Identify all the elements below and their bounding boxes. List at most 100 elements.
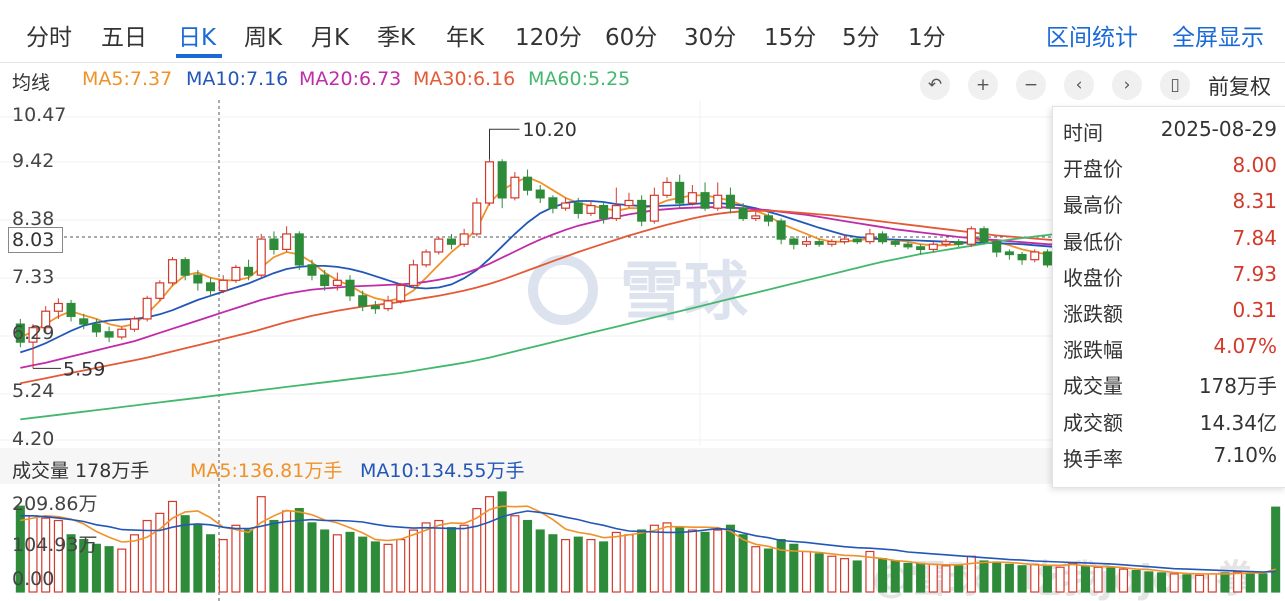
candle-info-panel: 时间 2025-08-29 开盘价 8.00 最高价 8.31 最低价 7.84 收盘价 7.93…	[1052, 106, 1285, 488]
volume-bar	[611, 531, 621, 593]
volume-bar	[180, 515, 190, 593]
info-row: 最低价 7.84	[1063, 226, 1277, 256]
tab-1[interactable]: 五日	[101, 25, 147, 51]
fullscreen-link[interactable]: 全屏显示	[1172, 25, 1264, 51]
volume-bar	[1030, 563, 1040, 593]
info-row: 时间 2025-08-29	[1063, 117, 1277, 147]
tab-7[interactable]: 120分	[515, 25, 582, 51]
candle-body	[1030, 251, 1040, 261]
tab-11[interactable]: 5分	[842, 25, 880, 51]
candle-body	[941, 241, 951, 245]
info-key: 最低价	[1063, 229, 1123, 254]
volume-bar	[1169, 573, 1179, 593]
volume-bar	[155, 512, 165, 593]
ma10-label: MA10:7.16	[186, 68, 289, 90]
volume-bar	[1055, 566, 1065, 593]
candle-body	[992, 241, 1002, 253]
volume-bar	[1080, 565, 1090, 593]
volume-bar	[586, 538, 596, 593]
adjust-mode-select[interactable]: 前复权	[1208, 75, 1271, 99]
volume-bar	[1106, 567, 1116, 593]
range-stats-link[interactable]: 区间统计	[1046, 25, 1138, 51]
candle-type-icon[interactable]: ▯	[1160, 70, 1190, 100]
ma60-label: MA60:5.25	[528, 68, 631, 90]
volume-bar	[358, 536, 368, 593]
candle-body	[535, 189, 545, 199]
tab-4[interactable]: 月K	[311, 25, 350, 51]
volume-bar	[827, 555, 837, 593]
info-key: 最高价	[1063, 193, 1123, 218]
candle-body	[548, 197, 558, 209]
candle-body	[396, 284, 406, 302]
scroll-right-icon[interactable]: ›	[1112, 70, 1142, 100]
tab-3[interactable]: 周K	[244, 25, 283, 51]
volume-bar	[624, 534, 634, 593]
candle-body	[814, 241, 824, 245]
candle-body	[472, 202, 482, 235]
candle-body	[459, 233, 469, 245]
volume-bar	[573, 536, 583, 593]
candle-body	[282, 233, 292, 250]
volume-bar	[561, 538, 571, 593]
volume-axis-label: 0.00	[12, 568, 55, 590]
info-key: 成交额	[1063, 410, 1123, 435]
info-key: 成交量	[1063, 374, 1123, 399]
candle-body	[180, 259, 190, 276]
ma5-label: MA5:7.37	[82, 68, 173, 90]
candle-body	[66, 302, 76, 317]
volume-bar	[713, 529, 723, 593]
candle-body	[649, 194, 659, 222]
info-row: 收盘价 7.93	[1063, 262, 1277, 292]
candle-body	[751, 215, 761, 220]
y-axis-label: 4.20	[12, 428, 55, 450]
volume-bar	[1157, 572, 1167, 593]
zoom-out-icon[interactable]: −	[1016, 70, 1046, 100]
candle-body	[840, 238, 850, 243]
volume-bar	[1131, 569, 1141, 593]
candle-body	[687, 192, 697, 204]
tab-2[interactable]: 日K	[178, 25, 217, 51]
candle-body	[573, 202, 583, 214]
candle-body	[523, 176, 533, 191]
crosshair-price-tag: 8.03	[8, 227, 63, 253]
candle-body	[662, 181, 672, 196]
candle-body	[269, 238, 279, 250]
tab-6[interactable]: 年K	[446, 25, 485, 51]
volume-bar	[675, 527, 685, 593]
zoom-in-icon[interactable]: +	[968, 70, 998, 100]
candle-body	[155, 282, 165, 299]
info-row: 成交额 14.34亿	[1063, 407, 1277, 437]
volume-bar	[497, 491, 507, 593]
tab-12[interactable]: 1分	[908, 25, 946, 51]
candle-body	[890, 241, 900, 245]
candle-body	[789, 238, 799, 245]
volume-bar	[446, 527, 456, 593]
tab-10[interactable]: 15分	[764, 25, 817, 51]
volume-bar	[510, 515, 520, 593]
candle-body	[218, 279, 228, 292]
volume-bar	[751, 546, 761, 593]
scroll-left-icon[interactable]: ‹	[1064, 70, 1094, 100]
volume-bar	[193, 524, 203, 593]
volume-bar	[738, 534, 748, 593]
tab-0[interactable]: 分时	[26, 25, 72, 51]
active-tab-underline	[176, 54, 222, 58]
tab-8[interactable]: 60分	[605, 25, 658, 51]
tab-5[interactable]: 季K	[377, 25, 416, 51]
volume-bar	[434, 519, 444, 593]
candle-body	[79, 318, 89, 325]
candle-body	[1042, 251, 1052, 266]
volume-bar	[332, 534, 342, 593]
volume-bar	[725, 524, 735, 593]
tab-9[interactable]: 30分	[684, 25, 737, 51]
volume-bar	[801, 550, 812, 593]
undo-icon[interactable]: ↶	[920, 70, 950, 100]
candle-body	[206, 282, 216, 292]
candle-body	[383, 300, 393, 310]
volume-bar	[1245, 572, 1255, 593]
volume-ma-line-ma5	[20, 505, 1276, 575]
volume-bar	[916, 562, 926, 593]
volume-bar	[1017, 565, 1027, 593]
candle-body	[675, 181, 685, 204]
volume-bar	[928, 563, 938, 593]
